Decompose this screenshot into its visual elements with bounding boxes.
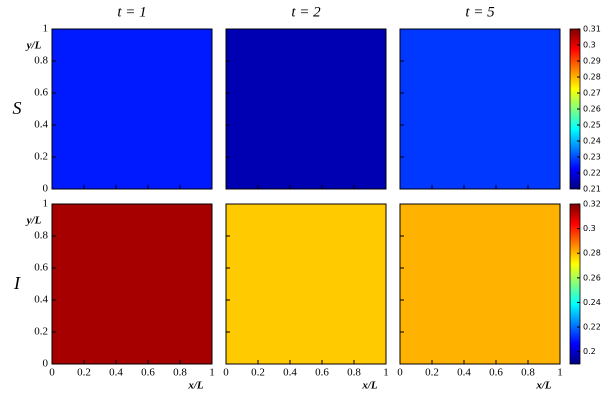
y-tick-label: 0 [43,183,49,195]
x-axis-label: x/L [361,380,378,392]
x-tick-label: 1 [383,367,389,379]
colorbar-tick-label: 0.22 [583,169,601,178]
colorbar-tick-label: 0.31 [583,25,601,34]
x-tick-label: 0.8 [173,367,187,379]
y-tick-label: 0.8 [34,55,48,67]
colorbar-tick-label: 0.27 [583,89,601,98]
x-tick-label: 1 [209,367,215,379]
heatmap-panel [399,28,561,190]
x-tick-label: 0.2 [251,367,265,379]
x-tick-label: 0.8 [521,367,535,379]
y-tick-label: 0 [43,358,49,370]
row-label: I [13,273,21,293]
heatmap-panel [51,203,213,365]
x-tick-label: 0.6 [141,367,155,379]
colorbar-tick-label: 0.21 [583,185,601,194]
row-label: S [13,98,22,118]
colorbar-tick-label: 0.26 [583,105,601,114]
colorbar [569,203,581,365]
colorbar-tick-label: 0.23 [583,153,601,162]
heatmap-panel [225,28,387,190]
heatmap-panel [225,203,387,365]
x-axis-label: x/L [535,380,552,392]
colorbar-tick-label: 0.32 [583,200,601,209]
x-tick-label: 0 [223,367,229,379]
colorbar-tick-label: 0.26 [583,273,601,282]
x-axis-label: x/L [187,380,204,392]
x-tick-label: 0.8 [347,367,361,379]
column-title: t = 5 [465,4,495,20]
x-tick-label: 0.2 [77,367,91,379]
y-axis-label: y/L [25,40,42,52]
y-tick-label: 0.6 [34,87,48,99]
colorbar-tick-label: 0.29 [583,57,601,66]
y-tick-label: 0.2 [34,151,48,163]
x-tick-label: 0.2 [425,367,439,379]
colorbar-tick-label: 0.24 [583,298,601,307]
colorbar-tick-label: 0.24 [583,137,601,146]
colorbar-tick-label: 0.28 [583,73,601,82]
y-tick-label: 1 [43,198,49,210]
y-tick-label: 0.4 [34,294,48,306]
x-tick-label: 0.6 [489,367,503,379]
colorbar-tick-label: 0.22 [583,323,601,332]
y-tick-label: 0.6 [34,262,48,274]
x-tick-label: 0.6 [315,367,329,379]
colorbar-tick-label: 0.2 [583,347,596,356]
x-tick-label: 1 [557,367,563,379]
x-tick-label: 0.4 [457,367,471,379]
colorbar-tick-label: 0.3 [583,41,596,50]
x-tick-label: 0 [49,367,55,379]
colorbar-tick-label: 0.25 [583,121,601,130]
x-tick-label: 0 [397,367,403,379]
y-axis-label: y/L [25,215,42,227]
y-tick-label: 0.4 [34,119,48,131]
y-tick-label: 0.2 [34,326,48,338]
x-tick-label: 0.4 [109,367,123,379]
y-tick-label: 0.8 [34,230,48,242]
heatmap-panel [399,203,561,365]
column-title: t = 2 [291,4,321,20]
colorbar-tick-label: 0.28 [583,249,601,258]
x-tick-label: 0.4 [283,367,297,379]
y-tick-label: 1 [43,23,49,35]
colorbar-tick-label: 0.3 [583,224,596,233]
heatmap-panel [51,28,213,190]
column-title: t = 1 [117,4,146,20]
